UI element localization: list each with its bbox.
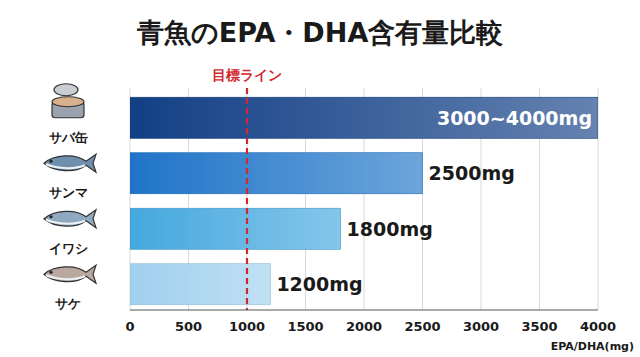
- x-tick-label: 4000: [580, 319, 616, 334]
- bars: [130, 97, 598, 305]
- x-tick-label: 0: [125, 319, 134, 334]
- reference-line: [246, 88, 248, 310]
- x-axis-label: EPA/DHA(mg): [551, 340, 634, 353]
- x-tick-label: 2000: [346, 319, 382, 334]
- bar: [130, 208, 341, 249]
- fish-belly: [46, 164, 85, 168]
- data-label: 1200mg: [276, 273, 362, 295]
- fish-eye: [49, 160, 52, 163]
- x-tick-label: 3500: [521, 319, 557, 334]
- data-label: 2500mg: [429, 162, 515, 184]
- chart-svg: 青魚のEPA・DHA含有量比較 3000~4000mg 2500mg 1800mg 12…: [0, 0, 640, 357]
- reference-label: 目標ライン: [212, 67, 282, 83]
- can-top: [52, 97, 84, 107]
- category-label: サケ: [55, 296, 81, 311]
- can-lid: [54, 84, 78, 96]
- bar: [130, 264, 270, 305]
- fish-body: [44, 210, 96, 228]
- fish-body: [44, 265, 96, 283]
- category-icon: [52, 84, 84, 118]
- data-label: 1800mg: [347, 218, 433, 240]
- x-tick-label: 3000: [463, 319, 499, 334]
- fish-belly: [46, 220, 85, 224]
- bar: [130, 153, 423, 194]
- x-tick-label: 2500: [404, 319, 440, 334]
- category-label: サンマ: [49, 185, 88, 200]
- data-label: 3000~4000mg: [437, 107, 592, 129]
- fish-body: [44, 154, 96, 172]
- fish-eye: [49, 271, 52, 274]
- fish-eye: [49, 215, 52, 218]
- data-labels: 3000~4000mg 2500mg 1800mg 1200mg: [276, 107, 592, 296]
- x-tick-label: 500: [175, 319, 202, 334]
- category-label: イワシ: [49, 241, 88, 256]
- category-icon: [44, 154, 96, 172]
- category-icon: [44, 265, 96, 283]
- chart-root: 青魚のEPA・DHA含有量比較 3000~4000mg 2500mg 1800mg 12…: [0, 0, 640, 357]
- bar: [130, 97, 598, 138]
- category-icon: [44, 210, 96, 228]
- fish-belly: [46, 275, 85, 279]
- chart-title: 青魚のEPA・DHA含有量比較: [136, 17, 505, 48]
- category-label: サバ缶: [49, 130, 88, 145]
- x-tick-label: 1000: [229, 319, 265, 334]
- x-axis-line: [130, 310, 598, 311]
- x-tick-label: 1500: [287, 319, 323, 334]
